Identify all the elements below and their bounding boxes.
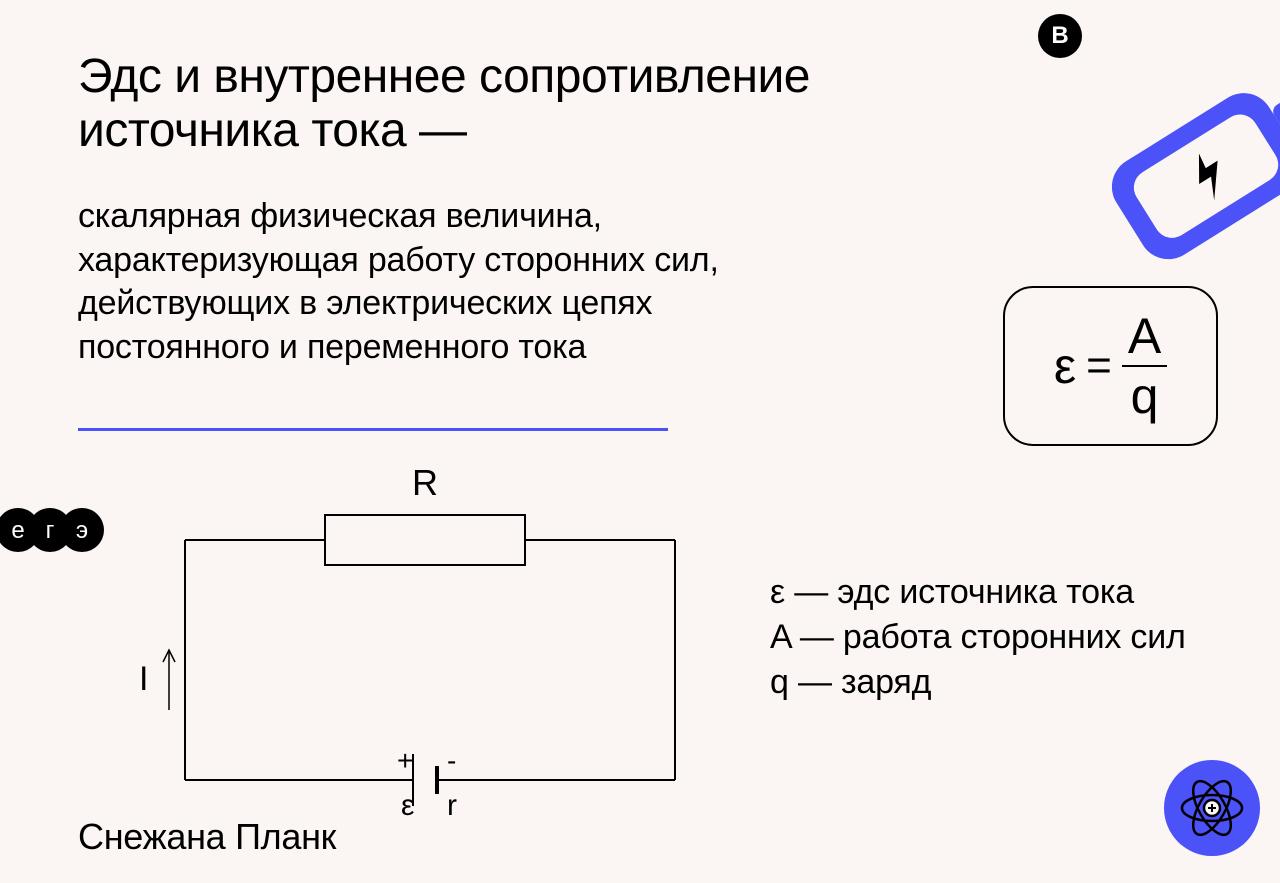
atom-icon [1162,758,1262,863]
underline-accent [78,428,668,431]
formula-denominator: q [1125,367,1165,421]
formula-fraction: A q [1122,311,1167,421]
author-name: Снежана Планк [78,816,336,858]
circuit-diagram: R + - ε r I [155,450,700,820]
formula: ε = A q [1054,311,1167,421]
circuit-label-eps: ε [401,789,414,822]
legend: ε — эдс источника тока A — работа сторон… [770,570,1220,705]
ege-letter-0: е [11,517,24,544]
legend-A: A — работа сторонних сил [770,615,1220,660]
formula-lhs: ε [1054,337,1076,395]
ege-letter-2: э [76,517,88,544]
circuit-label-minus: - [447,745,456,776]
badge-b-icon: В [1038,14,1082,58]
circuit-label-r: r [447,789,457,822]
circuit-label-plus: + [397,745,413,776]
formula-box: ε = A q [1003,286,1218,446]
legend-q: q — заряд [770,660,1220,705]
ege-letter-1: г [46,517,55,544]
circuit-resistor [325,515,525,565]
circuit-label-R: R [412,462,438,503]
definition-text: скалярная физическая величина, характери… [78,195,818,369]
formula-eq: = [1086,341,1112,391]
ege-icon: е г э [0,502,106,563]
formula-numerator: A [1122,311,1167,365]
circuit-label-I: I [139,660,148,698]
page-title: Эдс и внутреннее сопротивление источника… [78,50,898,158]
battery-icon [1076,47,1280,300]
legend-eps: ε — эдс источника тока [770,570,1220,615]
badge-b-label: В [1051,22,1068,50]
